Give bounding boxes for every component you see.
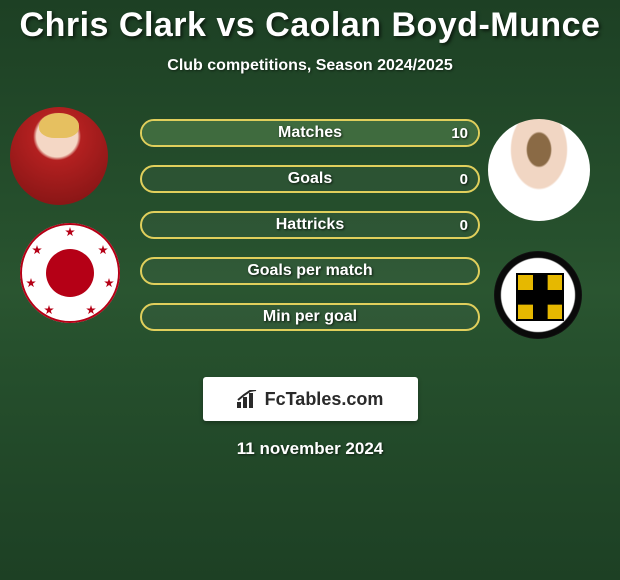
- stats-bars: Matches10Goals0Hattricks0Goals per match…: [140, 119, 480, 349]
- stat-bar-label: Goals per match: [142, 259, 478, 283]
- page-title: Chris Clark vs Caolan Boyd-Munce: [0, 6, 620, 45]
- player-left-avatar: [10, 107, 108, 205]
- stat-bar-value-right: 10: [451, 121, 468, 145]
- stat-bar-value-right: 0: [460, 167, 468, 191]
- stat-bar: Min per goal: [140, 303, 480, 331]
- comparison-date: 11 november 2024: [0, 439, 620, 459]
- stat-bar: Matches10: [140, 119, 480, 147]
- stat-bar-label: Hattricks: [142, 213, 478, 237]
- club-right-badge: [494, 251, 582, 339]
- stat-bar: Hattricks0: [140, 211, 480, 239]
- stat-bar: Goals per match: [140, 257, 480, 285]
- brand-watermark: FcTables.com: [203, 377, 418, 421]
- header: Chris Clark vs Caolan Boyd-Munce Club co…: [0, 0, 620, 75]
- comparison-content: Matches10Goals0Hattricks0Goals per match…: [0, 105, 620, 365]
- stat-bar-value-right: 0: [460, 213, 468, 237]
- brand-label: FcTables.com: [265, 389, 384, 410]
- stat-bar-fill-right: [142, 121, 478, 145]
- stat-bar-label: Min per goal: [142, 305, 478, 329]
- stat-bar: Goals0: [140, 165, 480, 193]
- stat-bar-label: Goals: [142, 167, 478, 191]
- club-left-badge: [20, 223, 120, 323]
- player-right-avatar: [488, 119, 590, 221]
- page-subtitle: Club competitions, Season 2024/2025: [0, 57, 620, 75]
- bar-chart-icon: [237, 390, 259, 408]
